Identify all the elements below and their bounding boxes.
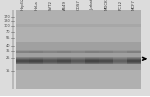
Text: 70: 70 (6, 30, 10, 34)
Text: 55: 55 (6, 36, 10, 40)
Text: HeLa: HeLa (35, 0, 39, 10)
Text: 130: 130 (3, 19, 10, 23)
Text: 40: 40 (6, 44, 10, 48)
Text: 35: 35 (6, 48, 10, 52)
Text: MDCK: MDCK (104, 0, 108, 10)
Text: 170: 170 (3, 15, 10, 19)
Text: MCF7: MCF7 (132, 0, 136, 10)
Text: Jurkat: Jurkat (90, 0, 94, 10)
Text: COS7: COS7 (76, 0, 81, 10)
Text: PC12: PC12 (118, 0, 122, 10)
Text: A549: A549 (63, 0, 67, 10)
Text: HepG2: HepG2 (21, 0, 25, 10)
Text: 15: 15 (6, 69, 10, 73)
Text: SVT2: SVT2 (49, 0, 53, 10)
Text: 100: 100 (3, 24, 10, 28)
Text: 25: 25 (6, 56, 10, 60)
